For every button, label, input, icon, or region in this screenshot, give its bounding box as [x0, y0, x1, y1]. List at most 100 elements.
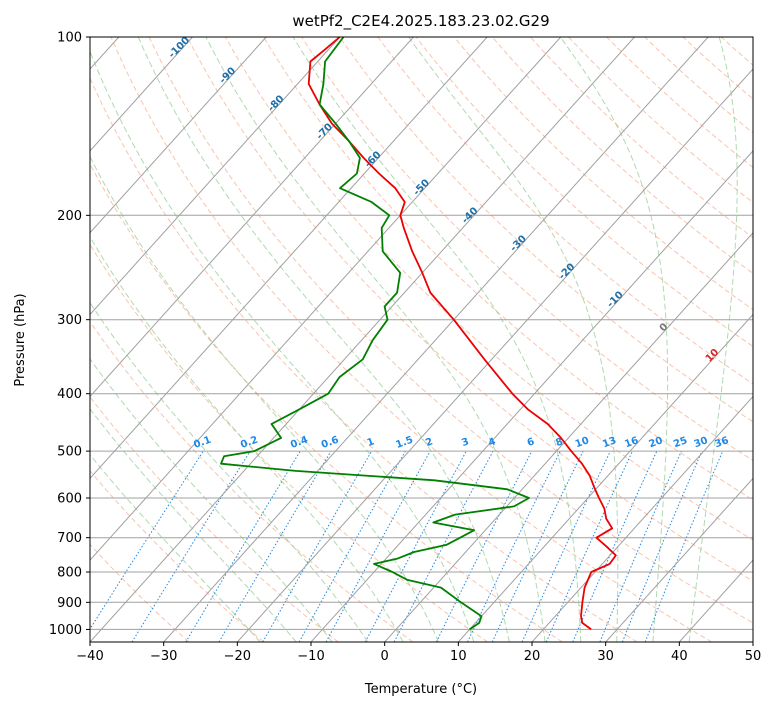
moist-adiabat [90, 50, 475, 642]
mixing-ratio-line [467, 450, 561, 642]
dry-adiabat [90, 320, 414, 642]
dry-adiabat [339, 37, 753, 423]
x-tick-label: 10 [450, 649, 467, 664]
x-axis-label: Temperature (°C) [364, 682, 477, 697]
moist-adiabat [90, 155, 439, 642]
y-tick-label: 300 [57, 313, 82, 328]
isotherm-line [90, 37, 488, 480]
mixing-ratio-line [599, 450, 682, 642]
mixing-ratio-label: 6 [526, 436, 536, 449]
isotherm-line [90, 37, 635, 642]
moist-adiabat [205, 37, 546, 642]
mixing-ratio-label: 10 [574, 435, 591, 450]
x-tick-label: 0 [381, 649, 389, 664]
dry-adiabat [377, 37, 753, 385]
y-tick-label: 1000 [49, 623, 82, 638]
mixing-ratio-line [262, 450, 373, 642]
dry-adiabat [90, 243, 488, 642]
isotherm-label: -90 [218, 66, 239, 87]
mixing-ratio-label: 2 [424, 436, 434, 449]
moist-adiabat [688, 37, 738, 642]
mixing-ratio-line [325, 450, 431, 642]
isotherm-line [90, 37, 562, 561]
mixing-ratio-label: 20 [648, 435, 665, 450]
x-tick-label: −40 [76, 649, 103, 664]
y-tick-label: 700 [57, 531, 82, 546]
moist-adiabat [292, 37, 582, 642]
isotherm-label: -100 [167, 35, 193, 61]
dry-adiabat [568, 37, 753, 203]
dry-adiabat [90, 470, 264, 642]
isotherm-label: 10 [704, 347, 722, 365]
mixing-ratio-line [521, 450, 611, 642]
x-tick-label: 30 [597, 649, 614, 664]
moist-adiabat [408, 37, 619, 642]
dry-adiabat [606, 37, 753, 169]
mixing-ratio-line [621, 450, 703, 642]
mixing-ratio-line [491, 450, 584, 642]
x-tick-label: −20 [224, 649, 251, 664]
moist-adiabat [90, 236, 404, 642]
mixing-ratio-line [572, 450, 658, 642]
dry-adiabat [491, 37, 753, 275]
dry-adiabat [263, 37, 753, 501]
isotherm-label: -50 [411, 178, 432, 199]
mixing-ratio-label: 0.2 [239, 435, 259, 451]
mixing-ratio-label: 30 [693, 435, 710, 450]
isotherm-label: -80 [266, 94, 287, 115]
y-tick-label: 900 [57, 596, 82, 611]
moist-adiabat [137, 37, 510, 642]
x-tick-label: 20 [524, 649, 541, 664]
isotherm-line [457, 313, 753, 642]
chart-title: wetPf2_C2E4.2025.183.23.02.G29 [292, 12, 549, 31]
dewpoint-profile [220, 37, 530, 631]
dry-adiabat [148, 37, 753, 624]
y-axis-label: Pressure (hPa) [13, 293, 28, 386]
mixing-ratio-line [644, 450, 724, 642]
y-tick-label: 800 [57, 566, 82, 581]
dry-adiabat [90, 396, 339, 642]
y-tick-label: 600 [57, 492, 82, 507]
isotherm-line [90, 37, 193, 152]
x-tick-label: 50 [745, 649, 762, 664]
mixing-ratio-label: 1 [366, 436, 376, 449]
isotherm-line [384, 232, 753, 642]
x-tick-label: −10 [297, 649, 324, 664]
x-tick-label: 40 [671, 649, 688, 664]
dry-adiabat [90, 76, 638, 642]
temperature-profile [307, 37, 617, 631]
y-tick-label: 200 [57, 209, 82, 224]
isotherm-label: -20 [557, 262, 578, 283]
moist-adiabat [90, 358, 333, 642]
isotherm-label: -10 [605, 290, 626, 311]
isotherm-line [90, 37, 267, 234]
mixing-ratio-label: 16 [623, 435, 640, 450]
mixing-ratio-label: 8 [554, 436, 564, 449]
isotherm-line [531, 395, 753, 642]
isotherm-line [310, 150, 753, 642]
mixing-ratio-line [298, 450, 406, 642]
y-tick-label: 500 [57, 445, 82, 460]
plot-frame [89, 36, 754, 643]
mixing-ratio-label: 25 [672, 435, 689, 450]
mixing-ratio-line [364, 450, 467, 642]
mixing-ratio-label: 3 [460, 436, 470, 449]
isotherm-label: -40 [460, 206, 481, 227]
dry-adiabat [90, 163, 563, 642]
mixing-ratio-label: 4 [487, 436, 497, 449]
mixing-ratio-label: 0.4 [289, 435, 309, 451]
isotherm-line [678, 559, 753, 642]
dry-adiabat [110, 37, 712, 642]
isotherm-label: -30 [508, 234, 529, 255]
isotherm-line [605, 477, 753, 642]
moist-adiabat [559, 37, 669, 642]
mixing-ratio-label: 13 [601, 435, 618, 450]
mixing-ratio-label: 36 [713, 435, 730, 450]
moist-adiabat [90, 408, 297, 642]
dry-adiabat [720, 37, 753, 66]
moist-adiabat [90, 453, 261, 642]
isotherm-line [163, 37, 709, 642]
y-tick-label: 400 [57, 387, 82, 402]
moist-adiabat [90, 301, 369, 642]
